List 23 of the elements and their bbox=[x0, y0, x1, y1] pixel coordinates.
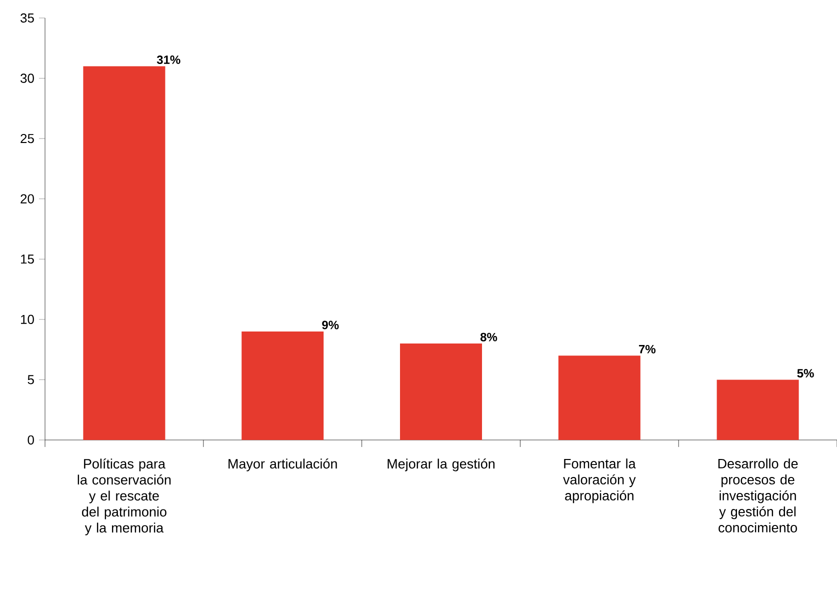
bar bbox=[558, 356, 640, 440]
bar bbox=[716, 380, 799, 440]
data-label: 9% bbox=[322, 320, 339, 330]
data-label: 8% bbox=[480, 332, 498, 342]
x-tick-label: Desarrollo de procesos de investigación y gestión del conocimiento bbox=[718, 458, 798, 532]
x-tick-label: Fomentar la valoración y apropiación bbox=[563, 458, 636, 504]
y-tick-label: 10 bbox=[21, 314, 34, 324]
data-label: 31% bbox=[156, 56, 180, 64]
bar bbox=[83, 66, 166, 440]
y-tick-label: 0 bbox=[28, 435, 34, 445]
y-tick-label: 25 bbox=[20, 134, 34, 144]
bar bbox=[242, 331, 324, 440]
bar bbox=[400, 344, 482, 440]
x-tick-label: Mejorar la gestión bbox=[388, 458, 494, 472]
y-tick-label: 20 bbox=[20, 194, 34, 204]
x-tick-label: Políticas para la conservación y el rescate del patrimonio y la memoria bbox=[78, 458, 171, 536]
y-tick-label: 30 bbox=[20, 74, 34, 83]
y-tick-label: 5 bbox=[28, 375, 34, 384]
y-tick-label: 35 bbox=[20, 13, 34, 23]
data-label: 5% bbox=[797, 369, 814, 378]
x-tick-label: Mayor articulación bbox=[228, 458, 337, 472]
y-tick-label: 15 bbox=[21, 254, 34, 264]
data-label: 7% bbox=[638, 344, 656, 354]
